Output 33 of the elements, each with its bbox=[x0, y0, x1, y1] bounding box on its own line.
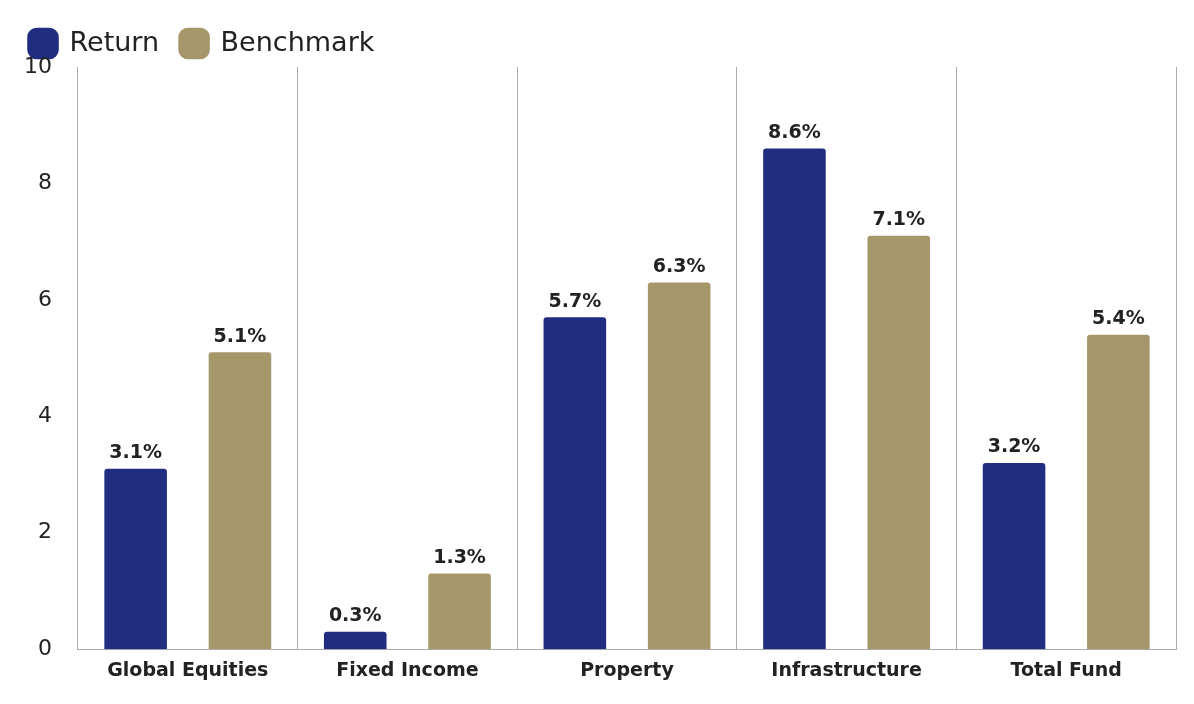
y-tick-label: 6 bbox=[37, 285, 52, 311]
data-label: 5.7% bbox=[548, 288, 602, 311]
legend-label: Return bbox=[69, 25, 160, 57]
x-tick-label: Property bbox=[580, 657, 675, 680]
y-tick-label: 10 bbox=[23, 52, 52, 78]
x-tick-label: Fixed Income bbox=[336, 657, 479, 680]
bar bbox=[104, 468, 167, 650]
bar bbox=[208, 352, 272, 650]
data-label: 3.1% bbox=[109, 440, 162, 463]
data-label: 0.3% bbox=[328, 603, 382, 626]
x-tick-label: Global Equities bbox=[107, 657, 269, 680]
bar bbox=[543, 317, 607, 650]
bar bbox=[982, 462, 1046, 650]
bar bbox=[647, 282, 711, 650]
bar bbox=[428, 573, 491, 650]
x-tick-label: Total Fund bbox=[1010, 657, 1122, 680]
x-tick-label: Infrastructure bbox=[771, 657, 922, 680]
bar bbox=[323, 631, 387, 650]
y-tick-label: 4 bbox=[37, 402, 52, 428]
y-tick-label: 2 bbox=[37, 518, 52, 544]
data-label: 5.4% bbox=[1092, 306, 1145, 329]
data-label: 5.1% bbox=[213, 323, 267, 346]
data-label: 3.2% bbox=[987, 434, 1041, 457]
data-label: 8.6% bbox=[768, 119, 821, 142]
bar bbox=[867, 235, 931, 650]
data-label: 7.1% bbox=[872, 207, 926, 230]
data-label: 6.3% bbox=[652, 253, 706, 276]
bar bbox=[1087, 334, 1150, 650]
data-label: 1.3% bbox=[433, 544, 486, 567]
legend-label: Benchmark bbox=[220, 25, 375, 57]
y-tick-label: 0 bbox=[37, 634, 52, 660]
bar bbox=[763, 148, 826, 650]
y-tick-label: 8 bbox=[37, 169, 52, 195]
